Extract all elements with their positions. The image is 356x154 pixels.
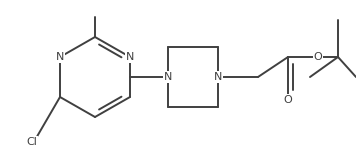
Text: O: O	[314, 52, 323, 62]
Text: Cl: Cl	[27, 137, 37, 147]
Text: N: N	[214, 72, 222, 82]
Text: N: N	[56, 52, 64, 62]
Text: O: O	[284, 95, 292, 105]
Text: N: N	[126, 52, 134, 62]
Text: N: N	[164, 72, 172, 82]
